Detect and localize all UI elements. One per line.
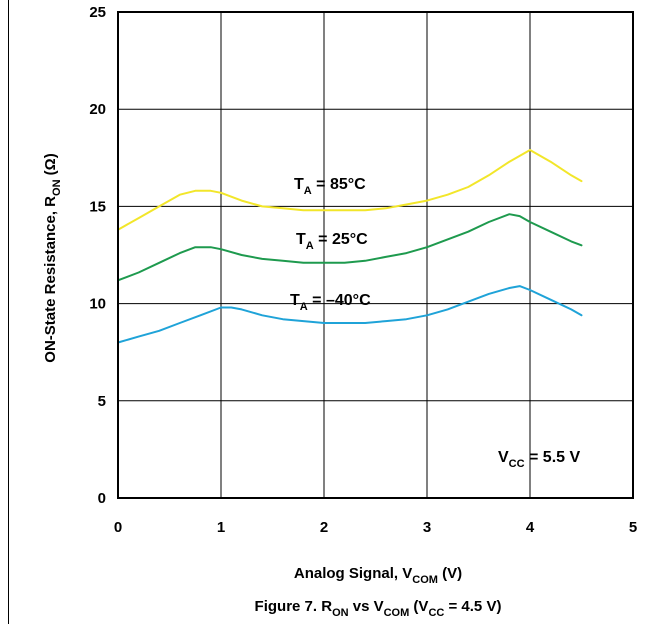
y-tick-label-15: 15 [89,198,106,215]
series-label-85c: TA = 85°C [294,176,366,197]
x-tick-label-0: 0 [114,519,122,536]
y-tick-label-10: 10 [89,296,106,313]
x-tick-label-5: 5 [629,519,637,536]
figure-caption: Figure 7. RON vs VCOM (VCC = 4.5 V) [255,598,502,619]
x-tick-label-2: 2 [320,519,328,536]
y-tick-label-20: 20 [89,101,106,118]
y-tick-label-5: 5 [98,393,106,410]
page-left-border [8,0,9,624]
y-tick-label-0: 0 [98,490,106,507]
series-layer [117,149,583,344]
series-line-25c [117,213,583,282]
x-tick-label-4: 4 [526,519,535,536]
x-axis-label: Analog Signal, VCOM (V) [294,565,462,586]
x-tick-label-3: 3 [423,519,431,536]
y-tick-labels: 0 5 10 15 20 25 [89,4,106,507]
series-line-minus40c [117,285,583,344]
x-tick-label-1: 1 [217,519,225,536]
plot-frame [117,11,634,499]
series-label-minus40c: TA = –40°C [290,292,371,313]
y-axis-label: ON-State Resistance, RON (Ω) [42,153,63,362]
vcc-annotation: VCC = 5.5 V [498,449,580,470]
x-tick-labels: 0 1 2 3 4 5 [114,519,637,536]
series-line-85c [117,149,583,231]
y-tick-label-25: 25 [89,4,106,21]
series-label-25c: TA = 25°C [296,231,368,252]
grid [117,11,634,499]
